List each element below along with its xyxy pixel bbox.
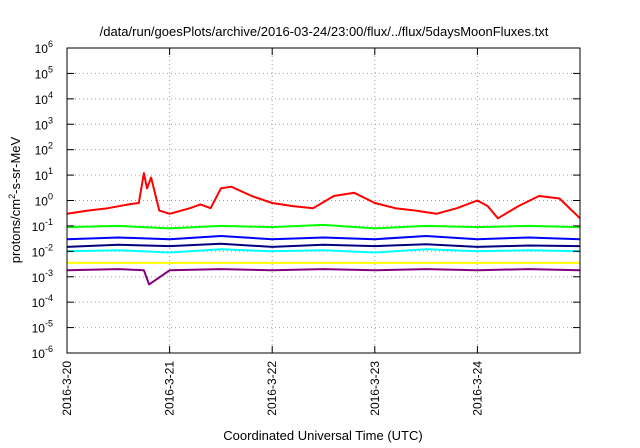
y-tick-label: 103 (35, 115, 53, 132)
y-tick-exponent: -1 (45, 217, 53, 227)
y-tick-exponent: -3 (45, 268, 53, 278)
y-tick-base: 10 (35, 169, 49, 183)
y-tick-label: 104 (35, 90, 53, 107)
y-tick-base: 10 (32, 347, 46, 361)
y-tick-label: 10-5 (32, 319, 53, 336)
y-tick-base: 10 (35, 195, 49, 209)
ticks (66, 47, 580, 354)
y-tick-base: 10 (35, 42, 49, 56)
y-tick-base: 10 (32, 296, 46, 310)
series-line-4 (66, 242, 581, 248)
y-tick-exponent: -6 (45, 344, 53, 354)
y-tick-base: 10 (32, 271, 46, 285)
y-tick-exponent: 3 (48, 115, 53, 125)
y-tick-exponent: 6 (48, 39, 53, 49)
x-tick-label: 2016-3-24 (470, 361, 484, 416)
y-tick-label: 10-1 (32, 217, 53, 234)
y-tick-label: 10-4 (32, 293, 53, 310)
y-axis-label-suffix: -s-sr-MeV (8, 136, 23, 193)
y-tick-label: 10-2 (32, 242, 53, 259)
y-tick-label: 101 (35, 166, 53, 183)
y-tick-base: 10 (35, 144, 49, 158)
series-line-3 (66, 235, 581, 241)
y-axis-label-superscript: 2 (7, 194, 17, 199)
y-tick-base: 10 (32, 245, 46, 259)
y-tick-label: 102 (35, 141, 53, 158)
y-tick-base: 10 (35, 93, 49, 107)
x-tick-label: 2016-3-22 (265, 361, 279, 416)
x-tick-label: 2016-3-23 (368, 361, 382, 416)
series-line-2 (66, 223, 581, 230)
y-tick-exponent: -5 (45, 319, 53, 329)
series-line-5 (66, 248, 581, 254)
y-tick-label: 10-3 (32, 268, 53, 285)
chart-title: /data/run/goesPlots/archive/2016-03-24/2… (100, 24, 549, 39)
y-tick-exponent: 4 (48, 90, 53, 100)
y-tick-base: 10 (32, 220, 46, 234)
y-tick-labels: 10-610-510-410-310-210-11001011021031041… (32, 39, 53, 361)
y-tick-exponent: 2 (48, 141, 53, 151)
y-tick-base: 10 (35, 67, 49, 81)
y-tick-exponent: 0 (48, 192, 53, 202)
y-axis-label: protons/cm2-s-sr-MeV (7, 136, 23, 263)
y-tick-exponent: 1 (48, 166, 53, 176)
y-tick-label: 105 (35, 64, 53, 81)
grid (67, 48, 580, 353)
x-tick-label: 2016-3-20 (60, 361, 74, 416)
y-tick-base: 10 (32, 322, 46, 336)
series-line-7 (66, 268, 581, 286)
x-axis-label: Coordinated Universal Time (UTC) (223, 428, 422, 443)
series-lines (66, 172, 581, 286)
y-tick-base: 10 (35, 118, 49, 132)
y-tick-exponent: -4 (45, 293, 53, 303)
x-tick-labels: 2016-3-20 2016-3-21 2016-3-22 2016-3-23 2016… (60, 361, 484, 416)
y-tick-label: 100 (35, 192, 53, 209)
x-tick-label: 2016-3-21 (163, 361, 177, 416)
y-tick-exponent: -2 (45, 242, 53, 252)
y-tick-exponent: 5 (48, 64, 53, 74)
y-tick-label: 10-6 (32, 344, 53, 361)
y-axis-label-prefix: protons/cm (8, 199, 23, 263)
y-tick-label: 106 (35, 39, 53, 56)
series-line-1 (66, 172, 581, 220)
